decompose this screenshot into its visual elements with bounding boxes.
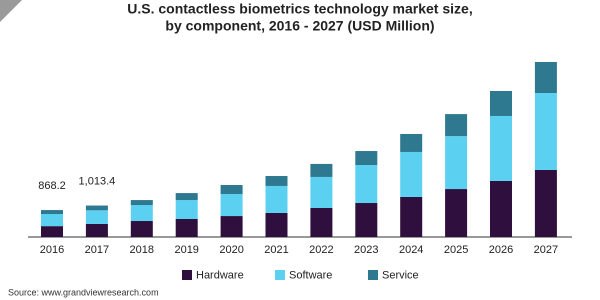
bar-segment <box>400 133 423 152</box>
x-tick-label: 2023 <box>354 244 378 256</box>
bar-segment <box>265 212 288 237</box>
bar-segment <box>355 165 378 204</box>
x-tick-label: 2019 <box>174 244 198 256</box>
x-tick-label: 2022 <box>309 244 333 256</box>
bar-segment <box>41 226 63 237</box>
bar-segment <box>355 203 378 237</box>
x-tick-label: 2021 <box>264 244 288 256</box>
bar-segment <box>310 207 333 237</box>
bar-segment <box>130 205 153 222</box>
bar-segment <box>265 185 288 213</box>
x-tick-label: 2025 <box>444 244 468 256</box>
bar-segment <box>220 216 243 237</box>
bar-segment <box>490 180 512 237</box>
bar-segment <box>220 185 243 195</box>
bar-segment <box>490 90 512 116</box>
bar-segment <box>445 189 468 237</box>
chart-title: U.S. contactless biometrics technology m… <box>127 1 472 17</box>
total-label: 868.2 <box>38 180 66 192</box>
bar-segment <box>85 205 108 211</box>
bar-segment <box>400 151 423 197</box>
bar-segment <box>175 200 198 219</box>
bar-segment <box>265 176 288 186</box>
x-tick-label: 2024 <box>399 244 423 256</box>
bar-segment <box>41 210 63 215</box>
x-tick-label: 2026 <box>489 244 513 256</box>
bar-segment <box>175 219 198 237</box>
bar-segment <box>445 114 468 137</box>
bar-segment <box>130 221 153 237</box>
chart-title: by component, 2016 - 2027 (USD Million) <box>165 18 434 34</box>
bar-segment <box>130 200 153 206</box>
bar-segment <box>310 163 333 177</box>
bar-segment <box>41 214 63 227</box>
bar-segment <box>85 210 108 224</box>
bar-segment <box>445 136 468 190</box>
x-tick-label: 2016 <box>40 244 64 256</box>
bar-segment <box>220 194 243 217</box>
legend-label: Service <box>382 269 419 281</box>
source: Source: www.grandviewresearch.com <box>8 287 159 297</box>
bar-segment <box>534 61 557 93</box>
bar-segment <box>355 151 378 165</box>
x-tick-label: 2020 <box>219 244 243 256</box>
bar-segment <box>175 193 198 201</box>
legend-label: Software <box>289 269 332 281</box>
x-tick-label: 2017 <box>85 244 109 256</box>
bar-segment <box>85 223 108 237</box>
bar-segment <box>534 169 557 237</box>
legend-swatch <box>182 270 192 280</box>
legend-label: Hardware <box>196 269 244 281</box>
total-label: 1,013.4 <box>79 175 116 187</box>
bar-segment <box>534 93 557 170</box>
bar-segment <box>490 115 512 181</box>
x-tick-label: 2027 <box>534 244 558 256</box>
legend-swatch <box>275 270 285 280</box>
legend-swatch <box>368 270 378 280</box>
bar-segment <box>400 196 423 237</box>
x-tick-label: 2018 <box>130 244 154 256</box>
corner-decoration <box>0 0 22 22</box>
bar-segment <box>310 176 333 208</box>
